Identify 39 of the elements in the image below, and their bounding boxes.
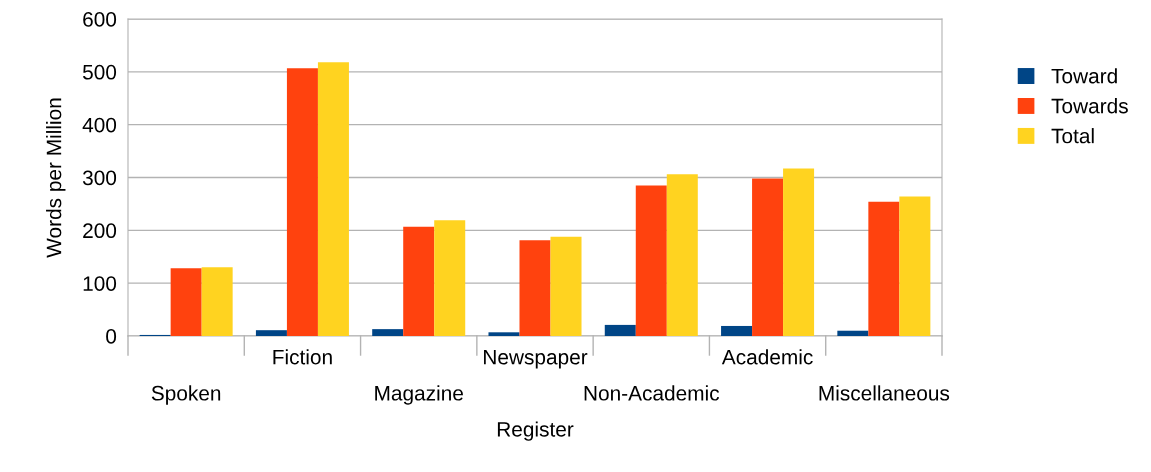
bar <box>488 332 520 336</box>
bar <box>868 201 900 336</box>
bar <box>201 267 233 336</box>
bar <box>604 324 636 336</box>
bar <box>666 174 698 336</box>
x-tick-label: Fiction <box>273 349 332 365</box>
x-tick-label: Newspaper <box>484 349 588 369</box>
x-tick-label: Magazine <box>375 385 463 405</box>
bar <box>286 68 318 336</box>
bar <box>752 178 784 336</box>
y-tick-label: 300 <box>82 170 117 186</box>
legend-label: Towards <box>1051 98 1128 114</box>
y-tick-label: 500 <box>82 64 117 80</box>
y-tick-label: 100 <box>83 276 117 291</box>
bar <box>434 220 466 336</box>
bar <box>899 196 931 336</box>
bar <box>837 330 869 336</box>
bar <box>721 325 753 336</box>
legend-label: Total <box>1051 128 1094 144</box>
bar <box>317 62 349 336</box>
y-axis-title: Words per Million <box>46 98 66 258</box>
bar <box>403 226 435 336</box>
x-tick-label: Academic <box>721 349 813 365</box>
x-tick-label: Non-Academic <box>584 385 720 401</box>
bar <box>783 168 815 336</box>
bar <box>170 268 202 336</box>
bar <box>255 330 287 336</box>
y-tick-label: 400 <box>82 117 117 133</box>
bar <box>550 236 582 336</box>
y-tick-label: 200 <box>83 223 117 239</box>
bar <box>519 240 551 336</box>
y-tick-label: 600 <box>83 12 117 27</box>
bar <box>635 185 667 336</box>
bar <box>372 329 404 336</box>
legend-label: Toward <box>1051 68 1117 84</box>
y-tick-label: 0 <box>106 329 117 344</box>
x-axis-title: Register <box>497 421 574 441</box>
x-tick-label: Miscellaneous <box>819 385 950 401</box>
x-tick-label: Spoken <box>151 385 221 405</box>
